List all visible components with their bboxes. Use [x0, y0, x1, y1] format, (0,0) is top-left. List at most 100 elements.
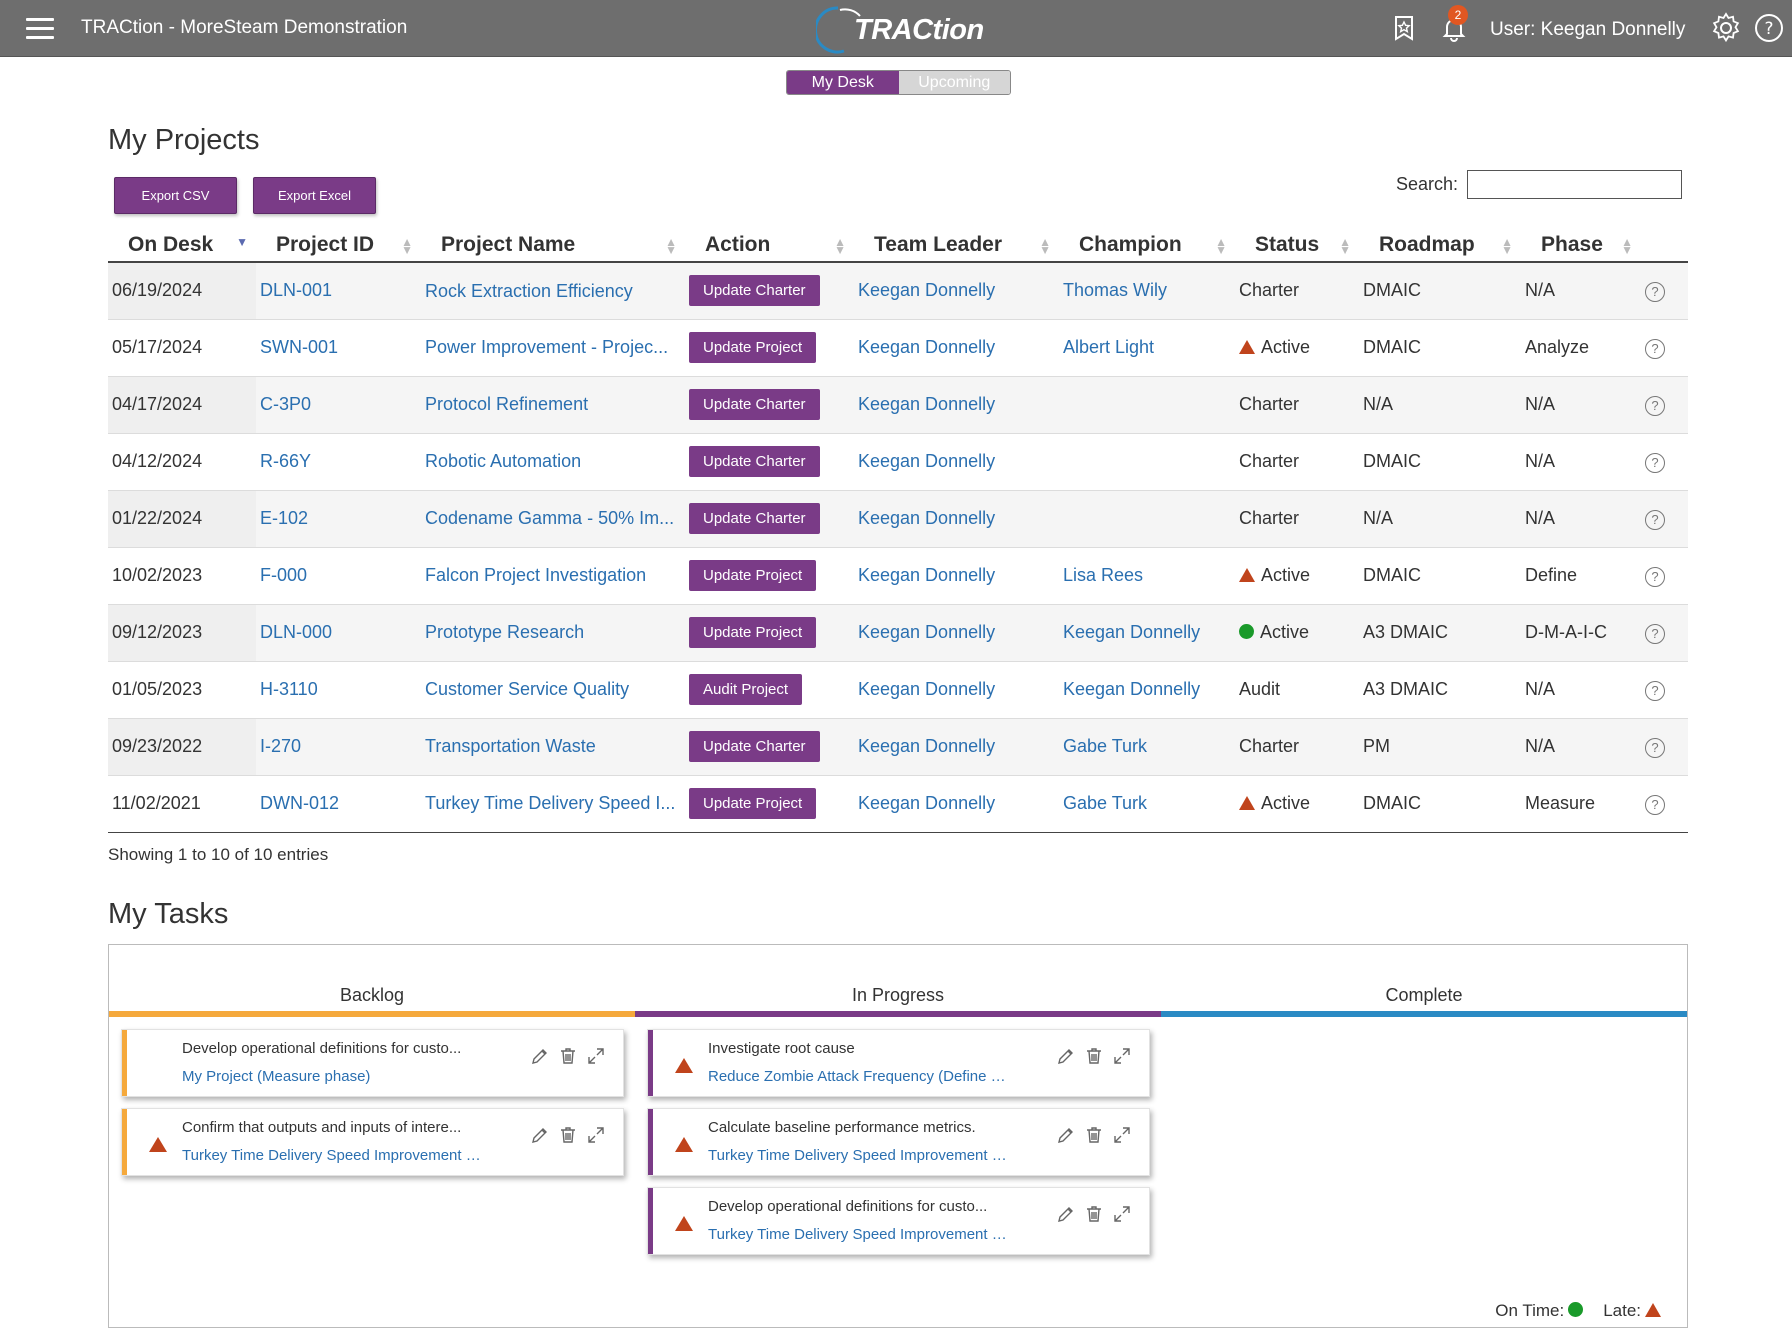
project-name-link[interactable]: Codename Gamma - 50% Im... [425, 508, 675, 529]
project-name-link[interactable]: Transportation Waste [425, 736, 596, 757]
export-excel-button[interactable]: Export Excel [253, 177, 376, 214]
task-card[interactable]: Develop operational definitions for cust… [121, 1029, 624, 1097]
champion-link[interactable]: Thomas Wily [1063, 280, 1168, 301]
cell-project-name[interactable]: Rock Extraction Efficiency [421, 261, 685, 319]
cell-team-leader[interactable]: Keegan Donnelly [854, 546, 1059, 604]
help-icon[interactable]: ? [1645, 566, 1665, 587]
action-button[interactable]: Update Charter [689, 446, 820, 477]
cell-project-id[interactable]: C-3P0 [256, 375, 421, 433]
trash-icon[interactable] [1084, 1046, 1104, 1066]
project-name-link[interactable]: Prototype Research [425, 622, 585, 643]
pencil-icon[interactable] [1056, 1204, 1076, 1224]
user-label[interactable]: User: Keegan Donnelly [1490, 19, 1686, 40]
action-button[interactable]: Update Charter [689, 275, 820, 307]
trash-icon[interactable] [1084, 1125, 1104, 1145]
traction-logo[interactable]: TRACtion [813, 4, 986, 54]
project-id-link[interactable]: R-66Y [260, 451, 312, 471]
expand-icon[interactable] [586, 1125, 606, 1145]
action-button[interactable]: Update Project [689, 332, 817, 363]
cell-project-id[interactable]: DLN-000 [256, 603, 421, 661]
cell-project-name[interactable]: Robotic Automation [421, 432, 685, 490]
action-button[interactable]: Update Project [689, 617, 817, 648]
project-id-link[interactable]: DWN-012 [260, 793, 340, 813]
cell-project-id[interactable]: H-3110 [256, 660, 421, 718]
cell-champion[interactable]: Gabe Turk [1059, 774, 1235, 833]
bookmark-star-icon[interactable] [1390, 14, 1418, 42]
team-leader-link[interactable]: Keegan Donnelly [858, 793, 996, 813]
cell-project-name[interactable]: Turkey Time Delivery Speed I... [421, 774, 685, 833]
cell-project-name[interactable]: Protocol Refinement [421, 375, 685, 433]
cell-project-name[interactable]: Customer Service Quality [421, 660, 685, 718]
expand-icon[interactable] [1112, 1204, 1132, 1224]
expand-icon[interactable] [586, 1046, 606, 1066]
project-name-link[interactable]: Rock Extraction Efficiency [425, 280, 633, 301]
pencil-icon[interactable] [530, 1125, 550, 1145]
notification-badge[interactable]: 2 [1448, 5, 1468, 25]
task-card[interactable]: Develop operational definitions for cust… [647, 1187, 1150, 1255]
cell-champion[interactable]: Albert Light [1059, 318, 1235, 376]
column-header-roadmap[interactable]: Roadmap ▲ ▼ [1359, 228, 1521, 263]
cell-team-leader[interactable]: Keegan Donnelly [854, 774, 1059, 833]
search-input[interactable] [1467, 170, 1682, 199]
cell-champion[interactable] [1059, 489, 1235, 547]
task-project-link[interactable]: Turkey Time Delivery Speed Improvement (… [708, 1226, 1008, 1243]
project-id-link[interactable]: E-102 [260, 508, 309, 528]
action-button[interactable]: Audit Project [689, 674, 803, 705]
champion-link[interactable]: Lisa Rees [1063, 565, 1144, 585]
task-project-link[interactable]: Turkey Time Delivery Speed Improvement (… [708, 1147, 1008, 1164]
tab-upcoming[interactable]: Upcoming [898, 71, 1010, 94]
cell-project-id[interactable]: E-102 [256, 489, 421, 547]
column-header-phase[interactable]: Phase ▲ ▼ [1521, 228, 1641, 263]
champion-link[interactable]: Gabe Turk [1063, 736, 1148, 756]
team-leader-link[interactable]: Keegan Donnelly [858, 736, 996, 756]
cell-project-id[interactable]: R-66Y [256, 432, 421, 490]
help-icon[interactable]: ? [1645, 737, 1665, 758]
project-id-link[interactable]: SWN-001 [260, 337, 339, 357]
column-header-team-leader[interactable]: Team Leader ▲ ▼ [854, 228, 1059, 263]
champion-link[interactable]: Keegan Donnelly [1063, 679, 1201, 699]
project-id-link[interactable]: DLN-001 [260, 280, 333, 301]
help-icon[interactable]: ? [1645, 338, 1665, 359]
task-project-link[interactable]: Turkey Time Delivery Speed Improvement (… [182, 1147, 482, 1164]
column-header-action[interactable]: Action ▲ ▼ [685, 228, 854, 263]
project-name-link[interactable]: Customer Service Quality [425, 679, 630, 700]
cell-project-name[interactable]: Prototype Research [421, 603, 685, 661]
column-header-project-id[interactable]: Project ID ▲ ▼ [256, 228, 421, 263]
cell-project-name[interactable]: Codename Gamma - 50% Im... [421, 489, 685, 547]
cell-champion[interactable]: Gabe Turk [1059, 717, 1235, 775]
project-name-link[interactable]: Protocol Refinement [425, 394, 589, 415]
trash-icon[interactable] [558, 1125, 578, 1145]
project-id-link[interactable]: H-3110 [260, 679, 318, 699]
cell-project-id[interactable]: I-270 [256, 717, 421, 775]
champion-link[interactable]: Keegan Donnelly [1063, 622, 1201, 642]
pencil-icon[interactable] [1056, 1125, 1076, 1145]
cell-champion[interactable]: Lisa Rees [1059, 546, 1235, 604]
task-card[interactable]: Confirm that outputs and inputs of inter… [121, 1108, 624, 1176]
help-icon[interactable]: ? [1645, 281, 1665, 302]
trash-icon[interactable] [558, 1046, 578, 1066]
column-header-champion[interactable]: Champion ▲ ▼ [1059, 228, 1235, 263]
action-button[interactable]: Update Project [689, 788, 817, 819]
project-id-link[interactable]: I-270 [260, 736, 302, 756]
cell-team-leader[interactable]: Keegan Donnelly [854, 660, 1059, 718]
gear-icon[interactable] [1710, 12, 1742, 44]
task-project-link[interactable]: My Project (Measure phase) [182, 1068, 371, 1085]
cell-team-leader[interactable]: Keegan Donnelly [854, 318, 1059, 376]
project-id-link[interactable]: F-000 [260, 565, 308, 585]
action-button[interactable]: Update Project [689, 560, 817, 591]
team-leader-link[interactable]: Keegan Donnelly [858, 451, 996, 471]
help-icon[interactable]: ? [1645, 623, 1665, 644]
cell-project-name[interactable]: Transportation Waste [421, 717, 685, 775]
cell-team-leader[interactable]: Keegan Donnelly [854, 432, 1059, 490]
pencil-icon[interactable] [1056, 1046, 1076, 1066]
action-button[interactable]: Update Charter [689, 389, 820, 420]
help-icon[interactable]: ? [1753, 12, 1785, 44]
team-leader-link[interactable]: Keegan Donnelly [858, 280, 996, 301]
task-card[interactable]: Investigate root cause Reduce Zombie Atta… [647, 1029, 1150, 1097]
champion-link[interactable]: Albert Light [1063, 337, 1155, 357]
cell-team-leader[interactable]: Keegan Donnelly [854, 603, 1059, 661]
team-leader-link[interactable]: Keegan Donnelly [858, 337, 996, 357]
export-csv-button[interactable]: Export CSV [114, 177, 237, 214]
cell-team-leader[interactable]: Keegan Donnelly [854, 375, 1059, 433]
cell-project-id[interactable]: DLN-001 [256, 261, 421, 319]
